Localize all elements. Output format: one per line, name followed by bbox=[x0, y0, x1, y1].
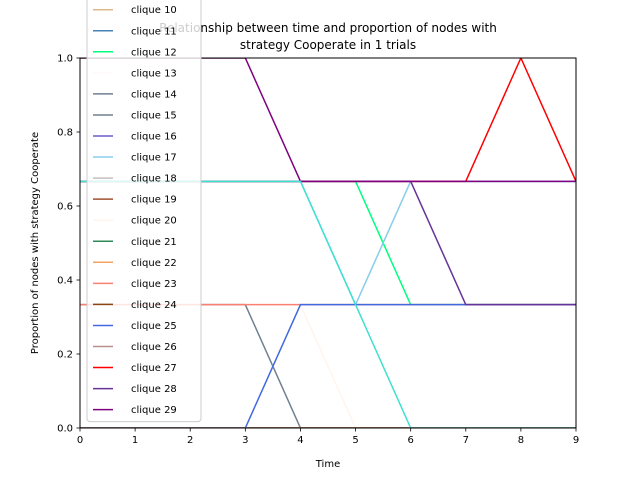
legend-label: clique 19 bbox=[131, 195, 177, 206]
legend: clique 10 clique 11 clique 12 clique 13 cliq… bbox=[86, 0, 202, 423]
legend-label: clique 23 bbox=[131, 279, 177, 290]
y-tick-label: 0.8 bbox=[57, 128, 73, 139]
legend-label: clique 25 bbox=[131, 321, 177, 332]
x-tick-label: 3 bbox=[242, 435, 248, 446]
x-tick-label: 6 bbox=[407, 435, 413, 446]
legend-label: clique 28 bbox=[131, 384, 177, 395]
y-tick-label: 0.4 bbox=[57, 276, 73, 287]
legend-label: clique 26 bbox=[131, 342, 177, 353]
chart-title: Relationship between time and proportion… bbox=[159, 21, 497, 52]
chart-title-line-1: Relationship between time and proportion… bbox=[159, 21, 497, 35]
legend-label: clique 16 bbox=[131, 132, 177, 143]
x-axis-label: Time bbox=[315, 459, 340, 470]
legend-label: clique 15 bbox=[131, 110, 177, 121]
y-axis-label: Proportion of nodes with strategy Cooper… bbox=[30, 132, 41, 354]
legend-label: clique 27 bbox=[131, 363, 177, 374]
legend-label: clique 29 bbox=[131, 405, 177, 416]
y-tick-label: 0.0 bbox=[57, 424, 73, 435]
axes-layer: 0 1 2 3 4 5 6 7 8 9 0.0 0.2 0.4 0.6 0.8 1.0 bbox=[57, 54, 579, 447]
legend-label: clique 14 bbox=[131, 89, 177, 100]
legend-label: clique 22 bbox=[131, 258, 177, 269]
axes-frame bbox=[79, 57, 577, 429]
x-tick-label: 4 bbox=[297, 435, 303, 446]
legend-label: clique 20 bbox=[131, 216, 177, 227]
y-tick-label: 0.2 bbox=[57, 350, 73, 361]
series-line-clique-20 bbox=[80, 303, 576, 428]
legend-label: clique 11 bbox=[131, 26, 177, 37]
legend-label: clique 17 bbox=[131, 153, 177, 164]
legend-label: clique 21 bbox=[131, 237, 177, 248]
x-tick-label: 0 bbox=[77, 435, 83, 446]
x-tick-label: 9 bbox=[573, 435, 579, 446]
x-tick-label: 7 bbox=[463, 435, 469, 446]
legend-label: clique 18 bbox=[131, 174, 177, 185]
legend-label: clique 13 bbox=[131, 68, 177, 79]
legend-label: clique 10 bbox=[131, 5, 177, 16]
x-tick-label: 1 bbox=[132, 435, 138, 446]
x-tick-label: 5 bbox=[352, 435, 358, 446]
series-line-clique-29 bbox=[80, 58, 576, 183]
y-tick-label: 1.0 bbox=[57, 54, 73, 65]
y-tick-label: 0.6 bbox=[57, 202, 73, 213]
legend-label: clique 24 bbox=[131, 300, 177, 311]
x-tick-label: 8 bbox=[518, 435, 524, 446]
legend-label: clique 12 bbox=[131, 47, 177, 58]
legend-box bbox=[86, 0, 202, 423]
x-tick-label: 2 bbox=[187, 435, 193, 446]
chart-title-line-2: strategy Cooperate in 1 trials bbox=[240, 38, 416, 52]
